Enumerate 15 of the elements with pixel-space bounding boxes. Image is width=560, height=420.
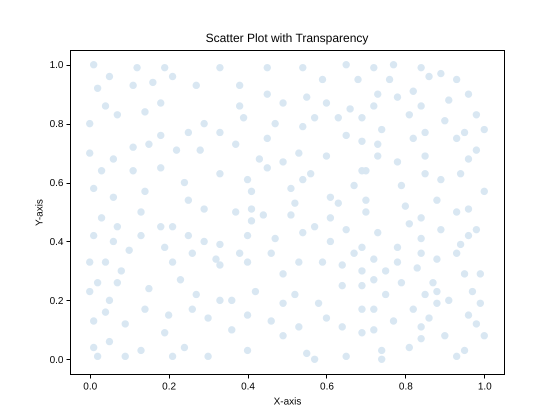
- y-axis-title: Y-axis: [34, 199, 46, 226]
- x-tick-label: 0.8: [398, 382, 414, 392]
- x-axis-title: X-axis: [274, 396, 302, 408]
- x-tick-label: 0.6: [320, 382, 334, 392]
- y-tick-label: 1.0: [50, 60, 64, 72]
- chart-title: Scatter Plot with Transparency: [206, 31, 368, 45]
- x-tick-label: 0.0: [83, 382, 98, 392]
- y-tick-label: 0.8: [50, 119, 64, 130]
- y-tick-label: 0.6: [50, 178, 64, 190]
- x-tick-label: 0.2: [162, 382, 177, 392]
- x-tick-label: 1.0: [478, 382, 492, 392]
- y-tick-label: 0.2: [50, 296, 64, 307]
- y-tick-label: 0.0: [50, 354, 64, 366]
- y-tick-label: 0.4: [50, 236, 64, 248]
- x-tick-label: 0.4: [241, 382, 256, 392]
